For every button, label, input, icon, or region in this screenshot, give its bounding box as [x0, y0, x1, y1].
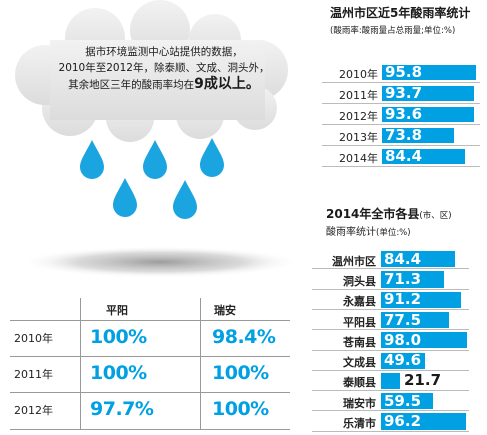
row-separator [322, 124, 480, 125]
bar-value-label: 93.7 [385, 84, 423, 102]
table-row-year: 2011年 [14, 368, 53, 381]
table-cell: 100% [90, 362, 147, 384]
category-label: 2013年 [339, 131, 378, 144]
chart2-subtitle-main: 酸雨率统计 [326, 227, 376, 238]
table-divider [10, 356, 290, 357]
table-cell: 100% [212, 398, 269, 420]
table-divider [10, 320, 290, 321]
bar [381, 352, 425, 369]
caption-line-2: 2010年至2012年，除泰顺、文成、洞头外， [58, 62, 270, 74]
acid-rain-table: 平阳 瑞安 2010年 100% 98.4% 2011年 100% 100% 2… [10, 298, 290, 430]
table-row-year: 2010年 [14, 332, 53, 345]
bar-value-label: 71.3 [384, 269, 422, 288]
bar [382, 149, 465, 164]
category-label: 2014年 [339, 152, 378, 165]
bar-value-label: 91.2 [384, 290, 422, 309]
table-header-pingyang: 平阳 [106, 304, 128, 317]
bar-value-label: 59.5 [384, 391, 422, 410]
category-label: 平阳县 [343, 315, 376, 329]
raindrop-icon [113, 178, 137, 217]
row-separator [322, 166, 480, 167]
row-separator [312, 369, 469, 371]
bar [382, 128, 454, 143]
table-cell: 100% [212, 362, 269, 384]
row-separator [312, 430, 469, 432]
bar-value-label: 77.5 [384, 310, 422, 329]
table-divider [200, 298, 201, 430]
row-separator [312, 349, 469, 351]
category-label: 2010年 [339, 68, 378, 81]
bar [381, 413, 466, 430]
raindrop-icon [143, 140, 167, 179]
row-separator [322, 103, 480, 104]
row-separator [322, 145, 480, 146]
row-separator [322, 82, 480, 83]
table-cell: 100% [90, 326, 147, 348]
table-cell: 97.7% [90, 398, 154, 420]
table-divider [10, 392, 290, 393]
row-separator [312, 390, 469, 392]
category-label: 泰顺县 [343, 376, 376, 390]
bar-value-label: 73.8 [385, 126, 423, 144]
row-separator [312, 308, 469, 310]
bar [381, 291, 461, 308]
category-label: 洞头县 [343, 274, 376, 288]
table-divider [10, 429, 290, 430]
chart2-title: 2014年全市各县(市、区) [326, 205, 452, 222]
bar-value-label: 96.2 [384, 412, 422, 431]
bar [381, 251, 455, 268]
table-divider [80, 298, 81, 430]
cloud-shape [15, 0, 288, 142]
category-label: 永嘉县 [343, 295, 376, 309]
raindrop-icon [173, 180, 197, 219]
bar [382, 107, 474, 122]
chart1-title: 温州市区近5年酸雨率统计 [330, 6, 471, 20]
caption-line-3-prefix: 其余地区三年的酸雨率均在 [68, 79, 195, 91]
bar-value-label: 98.0 [384, 330, 422, 349]
bar [381, 393, 433, 410]
table-cell: 98.4% [212, 326, 276, 348]
raindrop-icon [200, 138, 224, 177]
category-label: 温州市区 [332, 254, 376, 268]
category-label: 文成县 [343, 356, 376, 370]
bar-value-label: 21.7 [404, 371, 442, 390]
category-label: 苍南县 [343, 335, 376, 349]
raindrop-icon [80, 140, 104, 179]
bar [381, 372, 400, 390]
row-separator [312, 410, 469, 412]
row-separator [312, 288, 469, 290]
table-header-ruian: 瑞安 [214, 304, 236, 317]
table-row-year: 2012年 [14, 404, 53, 417]
cloud-caption: 据市环境监测中心站提供的数据， 2010年至2012年，除泰顺、文成、洞头外， … [48, 44, 280, 93]
caption-line-3: 其余地区三年的酸雨率均在9成以上。 [48, 76, 280, 93]
chart2-subtitle-small: (单位:%) [376, 228, 411, 238]
bar-value-label: 49.6 [384, 351, 422, 370]
chart2-title-small: (市、区) [419, 211, 452, 221]
chart2-subtitle: 酸雨率统计(单位:%) [326, 223, 411, 238]
category-label: 瑞安市 [343, 396, 376, 410]
bar [381, 311, 449, 329]
bar-value-label: 84.4 [384, 249, 422, 268]
chart1-subtitle: (酸雨率:酸雨量占总雨量;单位:%) [330, 26, 456, 36]
bar [381, 271, 444, 288]
category-label: 乐清市 [343, 417, 376, 431]
category-label: 2011年 [339, 89, 378, 102]
bar [381, 332, 467, 349]
bar-value-label: 95.8 [385, 63, 423, 81]
bar [382, 65, 476, 80]
bar [382, 86, 474, 101]
bar-value-label: 93.6 [385, 105, 423, 123]
caption-highlight: 9成以上。 [194, 76, 260, 92]
bar-value-label: 84.4 [385, 147, 423, 165]
ground-shadow [20, 246, 300, 278]
category-label: 2012年 [339, 110, 378, 123]
row-separator [312, 329, 469, 331]
chart2-title-main: 2014年全市各县 [326, 207, 420, 221]
caption-line-1: 据市环境监测中心站提供的数据， [85, 46, 243, 58]
row-separator [312, 268, 469, 270]
raindrops [80, 138, 224, 219]
